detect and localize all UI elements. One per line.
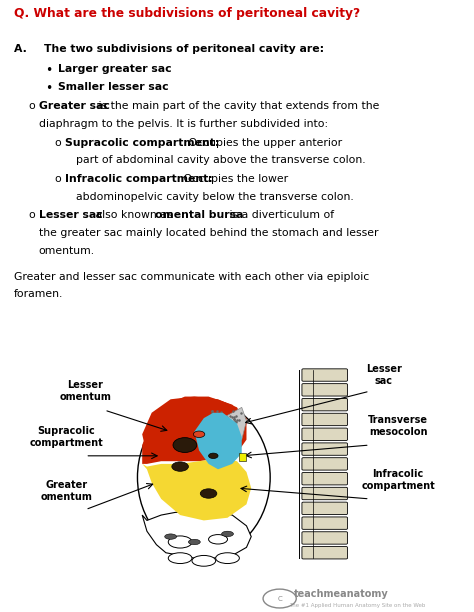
FancyBboxPatch shape xyxy=(302,369,347,381)
Text: foramen.: foramen. xyxy=(14,289,64,299)
Text: Greater sac: Greater sac xyxy=(39,101,110,111)
Ellipse shape xyxy=(168,536,192,548)
Text: Smaller lesser sac: Smaller lesser sac xyxy=(58,83,168,92)
Ellipse shape xyxy=(168,553,192,564)
Ellipse shape xyxy=(209,535,228,544)
Text: Occupies the lower: Occupies the lower xyxy=(180,174,288,184)
Text: Occupies the upper anterior: Occupies the upper anterior xyxy=(185,138,342,147)
FancyBboxPatch shape xyxy=(302,413,347,426)
FancyBboxPatch shape xyxy=(302,458,347,470)
Text: part of abdominal cavity above the transverse colon.: part of abdominal cavity above the trans… xyxy=(76,155,365,165)
Ellipse shape xyxy=(209,453,218,458)
Text: The #1 Applied Human Anatomy Site on the Web: The #1 Applied Human Anatomy Site on the… xyxy=(289,603,426,608)
Text: o: o xyxy=(55,174,61,184)
Text: omentum.: omentum. xyxy=(39,246,95,256)
Text: Lesser
sac: Lesser sac xyxy=(366,364,402,386)
FancyBboxPatch shape xyxy=(302,384,347,396)
Polygon shape xyxy=(142,397,246,458)
Ellipse shape xyxy=(137,399,270,556)
Ellipse shape xyxy=(165,534,176,539)
Ellipse shape xyxy=(192,556,216,566)
FancyBboxPatch shape xyxy=(302,502,347,515)
Text: is the main part of the cavity that extends from the: is the main part of the cavity that exte… xyxy=(95,101,379,111)
Text: Infracolic
compartment: Infracolic compartment xyxy=(361,469,435,491)
Text: the greater sac mainly located behind the stomach and lesser: the greater sac mainly located behind th… xyxy=(39,228,378,238)
Circle shape xyxy=(193,431,205,438)
FancyBboxPatch shape xyxy=(302,443,347,455)
Text: Supracolic compartment:: Supracolic compartment: xyxy=(65,138,220,147)
Ellipse shape xyxy=(188,539,200,545)
Text: Greater and lesser sac communicate with each other via epiploic: Greater and lesser sac communicate with … xyxy=(14,272,369,282)
Text: o: o xyxy=(55,138,61,147)
Polygon shape xyxy=(142,397,246,464)
Text: •: • xyxy=(45,83,52,95)
Text: Supracolic
compartment: Supracolic compartment xyxy=(29,426,103,448)
FancyBboxPatch shape xyxy=(302,532,347,544)
Ellipse shape xyxy=(221,531,234,537)
FancyBboxPatch shape xyxy=(302,547,347,559)
Polygon shape xyxy=(194,412,242,469)
Text: Transverse
mesocolon: Transverse mesocolon xyxy=(368,416,428,437)
Ellipse shape xyxy=(200,489,217,498)
Ellipse shape xyxy=(173,438,197,452)
FancyBboxPatch shape xyxy=(239,453,246,461)
Text: Q. What are the subdivisions of peritoneal cavity?: Q. What are the subdivisions of peritone… xyxy=(14,7,360,20)
FancyBboxPatch shape xyxy=(302,487,347,500)
Polygon shape xyxy=(142,512,251,558)
Polygon shape xyxy=(199,408,246,448)
Text: Lesser sac: Lesser sac xyxy=(39,211,102,220)
Text: C: C xyxy=(277,595,282,602)
Ellipse shape xyxy=(172,462,188,471)
Text: The two subdivisions of peritoneal cavity are:: The two subdivisions of peritoneal cavit… xyxy=(44,45,324,54)
Text: •: • xyxy=(45,64,52,77)
Text: Greater
omentum: Greater omentum xyxy=(40,480,92,502)
Text: is a diverticulum of: is a diverticulum of xyxy=(226,211,334,220)
Polygon shape xyxy=(142,458,251,520)
FancyBboxPatch shape xyxy=(302,517,347,529)
FancyBboxPatch shape xyxy=(302,398,347,411)
FancyBboxPatch shape xyxy=(302,472,347,485)
Text: also known as: also known as xyxy=(92,211,176,220)
Text: Lesser
omentum: Lesser omentum xyxy=(59,381,111,402)
Text: Larger greater sac: Larger greater sac xyxy=(58,64,172,74)
Text: abdominopelvic cavity below the transverse colon.: abdominopelvic cavity below the transver… xyxy=(76,192,354,202)
Text: o: o xyxy=(28,101,35,111)
Text: diaphragm to the pelvis. It is further subdivided into:: diaphragm to the pelvis. It is further s… xyxy=(39,119,328,129)
Ellipse shape xyxy=(216,553,239,564)
FancyBboxPatch shape xyxy=(302,428,347,441)
Text: Infracolic compartment:: Infracolic compartment: xyxy=(65,174,213,184)
Text: teachmeanatomy: teachmeanatomy xyxy=(294,589,389,599)
Text: o: o xyxy=(28,211,35,220)
Text: A.: A. xyxy=(14,45,35,54)
Text: omental bursa: omental bursa xyxy=(155,211,244,220)
